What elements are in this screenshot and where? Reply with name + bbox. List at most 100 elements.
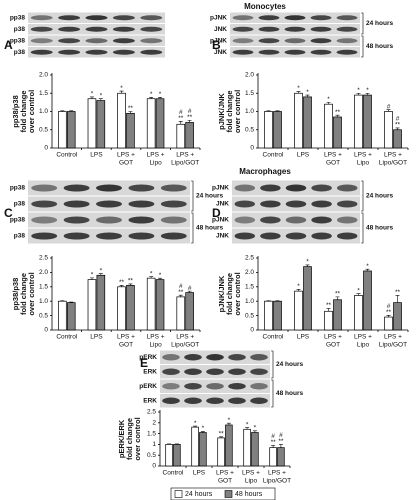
significance-mark: * xyxy=(100,92,103,99)
error-bar xyxy=(356,293,361,296)
significance-mark: * xyxy=(357,87,360,94)
x-tick-label: Lipo xyxy=(357,160,370,167)
blot-row-label: JNK xyxy=(214,49,227,56)
blot-band xyxy=(336,184,358,192)
error-bar xyxy=(60,300,65,302)
blot-band xyxy=(250,368,268,375)
significance-mark: # xyxy=(271,433,275,440)
blot-band xyxy=(228,383,246,390)
error-bar xyxy=(266,300,271,302)
y-tick-label: 0.5 xyxy=(39,126,48,133)
error-bar xyxy=(296,91,301,94)
legend-label: 24 hours xyxy=(185,491,213,498)
y-tick-label: 1.0 xyxy=(245,108,254,115)
blot-band xyxy=(184,368,202,375)
error-bar xyxy=(69,110,74,112)
blot-band xyxy=(96,200,122,208)
blot-band xyxy=(85,15,108,21)
blot-band xyxy=(162,354,180,361)
error-bar xyxy=(178,294,183,297)
bar xyxy=(191,426,199,467)
blot-band xyxy=(63,232,90,240)
group-header: Monocytes xyxy=(244,2,286,11)
bar xyxy=(269,447,277,467)
blot-band xyxy=(31,216,58,224)
blot-row-label: p38 xyxy=(14,233,26,240)
significance-mark: * xyxy=(366,263,369,270)
blot-band xyxy=(310,26,332,32)
error-bar xyxy=(386,315,391,318)
blot-band xyxy=(30,26,53,32)
bar xyxy=(333,299,342,331)
y-axis-label: over control xyxy=(27,272,36,315)
blot-band xyxy=(232,15,254,21)
blot-band xyxy=(184,383,202,390)
bar xyxy=(96,274,106,331)
error-bar xyxy=(266,110,271,112)
x-tick-label: Lipo/GOT xyxy=(379,342,407,349)
error-bar xyxy=(395,295,400,303)
blot-row-label: pp38 xyxy=(10,14,26,21)
error-bar xyxy=(187,119,192,123)
blot-band xyxy=(260,216,281,224)
blot-band xyxy=(311,216,332,224)
blot-row-label: pJNK xyxy=(210,14,227,21)
x-tick-label: GOT xyxy=(326,342,340,349)
blot-band xyxy=(260,184,281,192)
panel-letter: A xyxy=(4,38,13,52)
significance-mark: * xyxy=(194,420,197,427)
significance-mark: * xyxy=(91,272,94,279)
y-tick-label: 2.0 xyxy=(245,72,254,79)
significance-mark: ** xyxy=(119,279,125,286)
blot-band xyxy=(258,15,280,21)
x-tick-label: GOT xyxy=(326,160,340,167)
error-bar xyxy=(119,90,124,94)
blot-row-label: ERK xyxy=(143,397,157,404)
blot-row-label: p38 xyxy=(14,49,26,56)
x-tick-label: Lipo xyxy=(149,342,162,349)
x-tick-label: Control xyxy=(263,334,285,341)
bar xyxy=(185,292,194,331)
bar xyxy=(251,432,259,467)
bar xyxy=(185,122,194,149)
panel-letter: D xyxy=(212,206,221,220)
blot-band xyxy=(250,397,268,404)
bar xyxy=(384,316,393,331)
significance-mark: * xyxy=(159,272,162,279)
period-label: 24 hours xyxy=(276,361,303,368)
y-axis-label: fold change xyxy=(125,418,134,460)
period-bracket xyxy=(191,212,194,244)
period-bracket xyxy=(271,350,274,379)
error-bar xyxy=(365,268,370,271)
significance-mark: * xyxy=(159,91,162,98)
blot-band xyxy=(250,383,268,390)
blot-band xyxy=(112,49,135,55)
blot-row-label: JNK xyxy=(214,26,227,33)
x-tick-label: LPS + xyxy=(354,152,372,159)
blot-band xyxy=(336,26,358,32)
error-bar xyxy=(252,430,257,433)
significance-mark: # xyxy=(179,109,183,116)
bar xyxy=(273,111,282,149)
blot-band xyxy=(63,216,90,224)
bar xyxy=(58,111,67,149)
blot-band xyxy=(234,184,256,192)
period-bracket xyxy=(361,180,364,212)
x-tick-label: LPS + xyxy=(147,152,165,159)
blot-band xyxy=(285,184,307,192)
y-tick-label: 2.5 xyxy=(245,255,254,262)
x-tick-label: LPS + xyxy=(176,152,194,159)
error-bar xyxy=(219,436,224,438)
y-tick-label: 0.5 xyxy=(147,452,156,459)
significance-mark: ** xyxy=(128,278,134,285)
significance-mark: # xyxy=(179,283,183,290)
x-tick-label: GOT xyxy=(119,342,133,349)
significance-mark: # xyxy=(279,432,283,439)
blot-band xyxy=(96,184,122,192)
x-tick-label: GOT xyxy=(218,478,232,485)
x-tick-label: LPS + xyxy=(216,470,234,477)
significance-mark: * xyxy=(150,270,153,277)
x-tick-label: LPS + xyxy=(324,152,342,159)
blot-band xyxy=(228,397,246,404)
blot-band xyxy=(160,216,187,224)
